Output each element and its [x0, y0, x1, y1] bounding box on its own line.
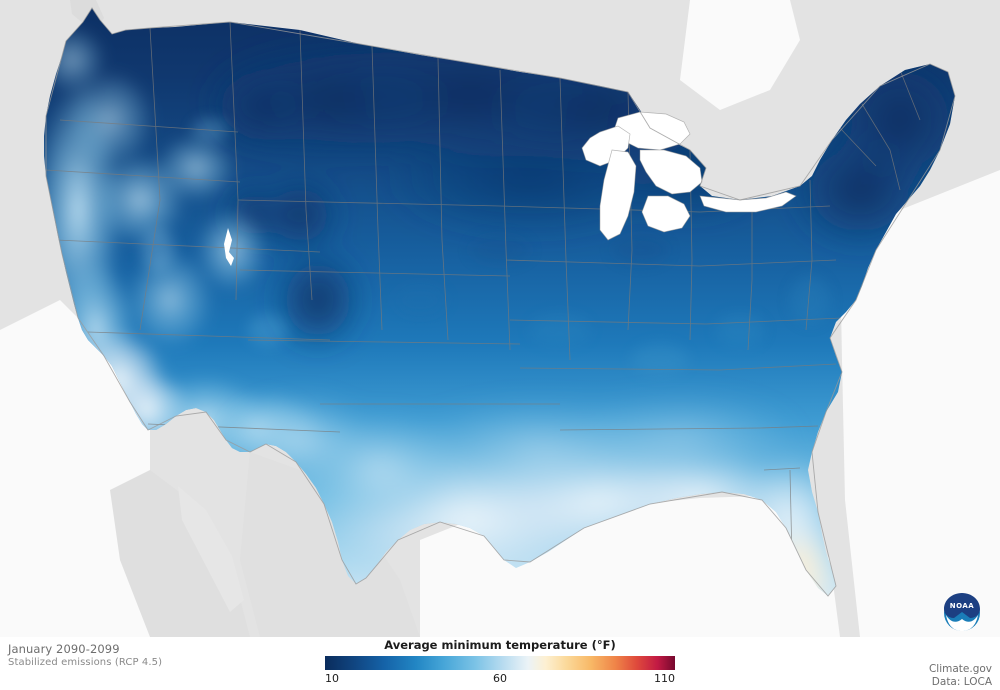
nodata-land [70, 0, 420, 637]
caption-scenario: Stabilized emissions (RCP 4.5) [8, 657, 163, 668]
legend-tick-max: 110 [654, 672, 675, 685]
legend-title: Average minimum temperature (°F) [325, 638, 675, 653]
legend-tick-mid: 60 [493, 672, 507, 685]
legend-unit: (°F) [591, 638, 616, 652]
coastline [45, 7, 956, 597]
legend: Average minimum temperature (°F) 10 60 1… [325, 638, 675, 688]
map-footer: January 2090-2099 Stabilized emissions (… [0, 593, 1000, 690]
legend-ticks: 10 60 110 [325, 672, 675, 688]
legend-tick-min: 10 [325, 672, 339, 685]
attribution-data: Data: LOCA [931, 675, 992, 688]
great-salt-lake [224, 228, 234, 266]
attribution-site: Climate.gov [928, 663, 992, 675]
legend-colorbar[interactable] [325, 656, 675, 670]
map-caption: January 2090-2099 Stabilized emissions (… [8, 642, 308, 669]
us-temperature-raster [0, 0, 1000, 637]
attribution: Climate.gov Data: LOCA [929, 663, 992, 688]
caption-period: January 2090-2099 [8, 642, 120, 656]
noaa-logo-icon: NOAA [944, 593, 980, 631]
legend-title-text: Average minimum temperature [384, 638, 588, 652]
svg-text:NOAA: NOAA [950, 602, 975, 610]
map-canvas[interactable] [0, 0, 1000, 637]
